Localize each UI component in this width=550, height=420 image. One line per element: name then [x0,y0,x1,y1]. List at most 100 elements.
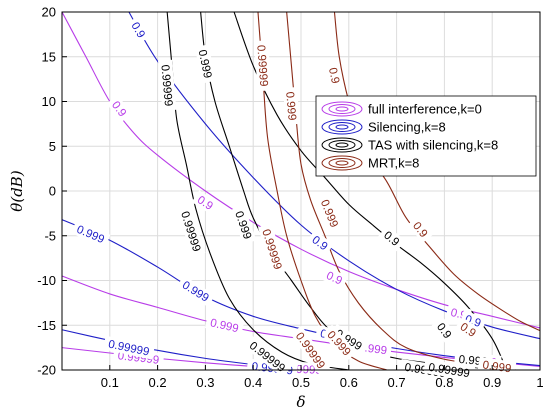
contour-label-bg [431,316,458,345]
contour-label-bg [290,325,331,375]
contour-label-text: 0.9 [326,67,341,85]
contour-label: 0.999 [282,86,301,126]
legend-label: full interference,k=0 [368,102,482,117]
legend-label: TAS with silencing,k=8 [368,138,498,153]
contour-label-bg [176,205,206,258]
contour-label-text: 0.999 [209,317,240,335]
legend-swatch [328,104,356,114]
contour-label-text: 0.999 [196,49,214,80]
contour-label-bg [176,275,216,307]
contour-label: 0.999 [316,193,344,234]
contour-line-tas-0.9 [233,11,508,371]
contour-label-bg [70,220,111,248]
contour-label-bg [282,86,301,126]
legend-swatch [328,122,356,132]
contour-label: 0.999 [477,356,517,377]
contour-label-text: 0.99999 [158,64,174,106]
contour-label: 0.999 [194,44,217,84]
contour-label: 0.9 [431,316,458,345]
legend-swatch [335,124,349,130]
contour-label: 0.9 [306,230,334,256]
contour-label: 0.99999 [253,40,272,92]
legend-swatch [321,155,363,171]
legend-swatch [335,106,349,112]
legend-swatch [321,137,363,153]
contour-label-text: 0.99999 [259,228,283,271]
y-tick-label: 0 [49,184,56,199]
x-tick-label: 0.2 [149,375,167,390]
contour-label-bg [126,16,151,44]
contour-label-bg [306,230,334,256]
contour-label: 0.99999 [176,205,206,258]
x-tick-label: 0.7 [388,375,406,390]
y-tick-label: 10 [42,94,56,109]
contour-label: 0.9 [325,62,344,89]
y-tick-label: -5 [44,228,56,243]
y-tick-label: -20 [37,363,56,378]
x-tick-label: 0.6 [340,375,358,390]
y-axis-ticks: -20 -15 -10 -5 0 5 10 15 20 [37,5,67,378]
contour-label-bg [325,62,344,89]
contour-label-bg [407,215,434,244]
x-tick-label: 0.3 [196,375,214,390]
contour-label-bg [194,44,217,84]
y-axis-label: θ(dB) [8,170,26,212]
contour-label-bg [316,193,344,234]
contour-label: 0.999 [204,314,245,337]
contour-label-bg [321,324,357,362]
contour-label: 0.999 [230,205,257,245]
y-tick-label: -15 [37,318,56,333]
legend-item: full interference,k=0 [321,101,482,117]
contour-label: 0.99999 [157,59,177,112]
contour-labels: 0.90.90.90.90.9990.9990.9990.999990.9999… [70,16,517,381]
contour-label: 0.99999 [257,223,287,276]
y-tick-label: -10 [37,273,56,288]
legend-item: MRT,k=8 [321,155,419,171]
contour-label-text: 0.99999 [254,45,269,87]
contour-label-bg [204,314,245,337]
y-tick-label: 5 [49,139,56,154]
x-axis-label: δ [296,393,305,411]
y-tick-label: 15 [42,49,56,64]
legend-item: TAS with silencing,k=8 [321,137,498,153]
legend-swatch [328,140,356,150]
contour-label-bg [230,205,257,245]
contour-label: 0.9 [407,215,434,244]
contour-label-bg [243,335,292,378]
contour-label-text: 0.999 [283,91,298,121]
contour-label-bg [378,225,406,252]
x-tick-label: 0.4 [244,375,262,390]
contour-label-bg [320,266,349,290]
contour-label-bg [253,40,272,92]
x-axis-ticks: 0.1 0.2 0.3 0.4 0.5 0.6 0.7 0.8 0.9 1 [101,365,544,390]
contour-label-bg [106,94,133,123]
contour-label-bg [329,323,369,356]
contour-label: 0.9 [126,16,151,44]
contour-label-bg [459,310,487,332]
contour-label: 0.999 [70,220,111,248]
legend-swatch [328,158,356,168]
legend-box [315,95,537,177]
contour-label-bg [454,317,483,343]
legend: full interference,k=0 Silencing,k=8 TAS wi… [315,95,537,177]
x-tick-label: 0.5 [292,375,310,390]
contour-label: 0.9 [106,94,133,123]
contour-label-bg [191,190,220,215]
legend-swatch [335,160,349,166]
contour-label: 0.9 [378,225,406,252]
x-tick-label: 0.1 [101,375,119,390]
legend-swatch [321,101,363,117]
legend-swatch [335,142,349,148]
legend-label: Silencing,k=8 [368,120,446,135]
contour-label-text: 0.99999 [178,210,202,253]
x-tick-label: 0.8 [435,375,453,390]
x-tick-label: 1 [536,375,543,390]
contour-label-bg [102,335,155,360]
legend-swatch [321,119,363,135]
legend-item: Silencing,k=8 [321,119,446,135]
legend-label: MRT,k=8 [368,156,419,171]
x-tick-label: 0.9 [483,375,501,390]
contour-label-text: 0.999 [482,359,512,375]
y-tick-label: 20 [42,5,56,20]
